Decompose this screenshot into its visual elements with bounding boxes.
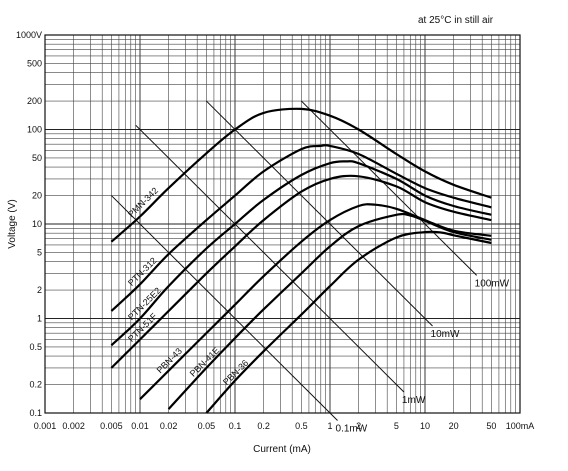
x-tick-label: 0.02 (160, 421, 178, 431)
x-tick-label: 0.01 (131, 421, 149, 431)
series-label: PBN-36 (221, 358, 250, 387)
series-curve (205, 230, 492, 414)
x-tick-label: 1 (327, 421, 332, 431)
y-axis-label: Voltage (V) (7, 199, 18, 248)
x-tick-labels: 0.001 0.002 0.005 0.01 0.02 0.05 0.1 0.2 0.5 1 2 5 1… (34, 421, 535, 431)
x-axis-label: Current (mA) (253, 444, 311, 455)
x-tick-label: 0.001 (34, 421, 57, 431)
x-tick-label: 5 (394, 421, 399, 431)
y-tick-label: 0.2 (29, 380, 42, 390)
series-curve (167, 212, 492, 410)
series-curve (110, 160, 492, 347)
y-tick-label: 5 (37, 247, 42, 257)
x-tick-label: 10 (420, 421, 430, 431)
series-label: PBN-41E (188, 345, 222, 379)
power-line (301, 100, 478, 276)
series-curve (110, 144, 492, 312)
x-tick-label: 20 (449, 421, 459, 431)
x-tick-label: 0.1 (229, 421, 242, 431)
power-line (135, 124, 405, 393)
y-tick-label: 500 (27, 58, 42, 68)
y-tick-label: 0.5 (29, 342, 42, 352)
x-tick-label: 2 (356, 421, 361, 431)
chart-annotation: at 25°C in still air (418, 15, 494, 26)
y-tick-label: 20 (32, 191, 42, 201)
power-lines: 0.1mW 1mW 10mW 100mW (111, 100, 510, 434)
y-tick-label: 10 (32, 219, 42, 229)
power-line-label: 1mW (402, 395, 426, 406)
x-tick-label: 0.5 (295, 421, 308, 431)
power-line-label: 0.1mW (336, 423, 368, 434)
plot-frame (44, 34, 521, 414)
y-tick-label: 200 (27, 96, 42, 106)
y-tick-label: 1000V (16, 30, 42, 40)
x-tick-label: 0.05 (198, 421, 216, 431)
x-tick-label: 100mA (506, 421, 535, 431)
x-tick-label: 0.002 (62, 421, 85, 431)
x-tick-label: 50 (486, 421, 496, 431)
y-tick-label: 1 (37, 314, 42, 324)
x-tick-label: 0.005 (100, 421, 123, 431)
curves (110, 107, 492, 414)
series-curve (110, 107, 492, 243)
y-tick-label: 2 (37, 285, 42, 295)
y-tick-label: 0.1 (29, 408, 42, 418)
power-line-label: 10mW (431, 329, 460, 340)
power-line-label: 100mW (475, 278, 510, 289)
y-tick-labels: 0.1 0.2 0.5 1 2 5 10 20 50 100 200 500 1000V (16, 30, 42, 418)
y-tick-label: 100 (27, 125, 42, 135)
grid (45, 35, 520, 413)
x-tick-label: 0.2 (257, 421, 270, 431)
y-tick-label: 50 (32, 153, 42, 163)
series-curve (110, 174, 492, 369)
power-line (111, 195, 338, 421)
power-line (206, 100, 433, 327)
